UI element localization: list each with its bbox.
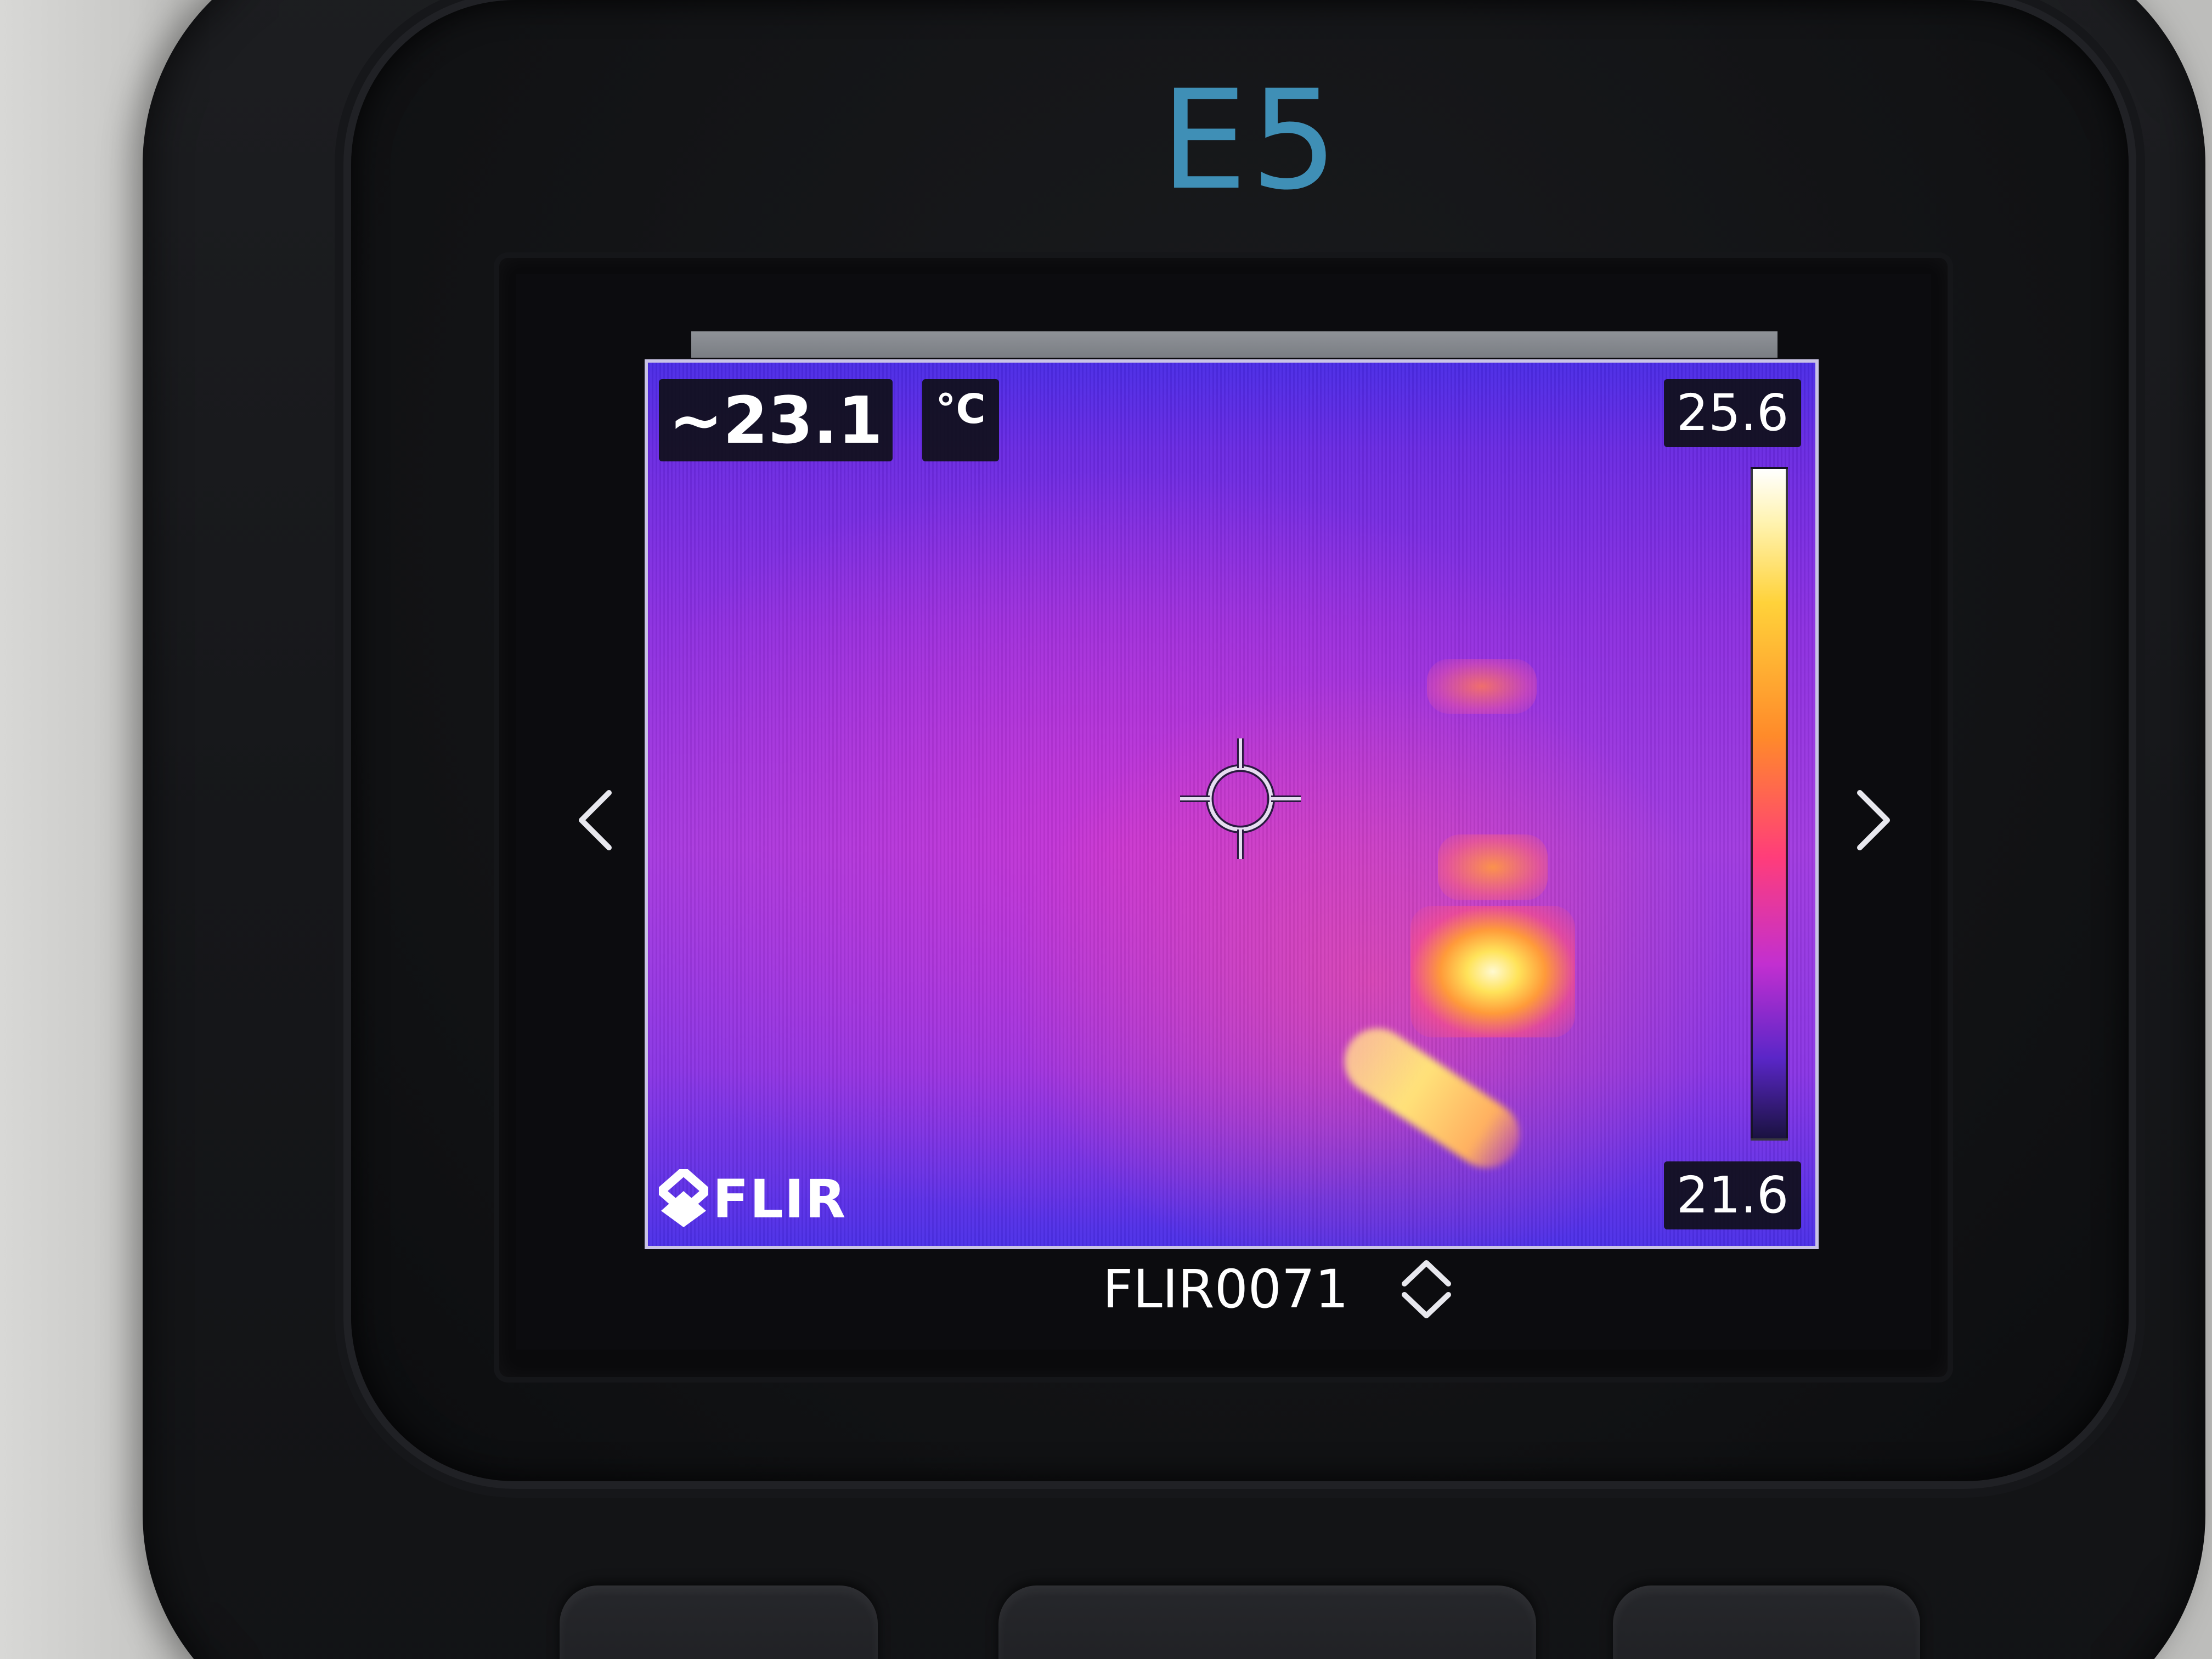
hotspot — [1410, 906, 1575, 1037]
scale-min-value: 21.6 — [1664, 1161, 1801, 1229]
color-scale-bar — [1751, 467, 1788, 1141]
chevron-right-icon[interactable] — [1849, 785, 1898, 856]
spot-temperature-reading: ~23.1 — [659, 379, 893, 461]
flir-logo: FLIR — [659, 1169, 847, 1230]
hotspot — [1438, 834, 1548, 900]
hotspot — [1427, 659, 1537, 714]
temperature-unit: °C — [922, 379, 999, 461]
up-down-chevron-icon[interactable] — [1396, 1256, 1457, 1322]
crosshair-icon — [1180, 738, 1301, 859]
image-filename: FLIR0071 — [1103, 1259, 1349, 1320]
chevron-left-icon[interactable] — [571, 785, 620, 856]
hardware-button-right[interactable] — [1613, 1585, 1920, 1659]
display-top-strip — [691, 331, 1778, 358]
scanlines — [648, 363, 1815, 1246]
thermal-image: ~23.1 °C 25.6 21.6 FLIR — [645, 359, 1819, 1249]
flir-diamond-icon — [659, 1169, 708, 1227]
flir-logo-text: FLIR — [713, 1169, 847, 1230]
scale-max-value: 25.6 — [1664, 379, 1801, 447]
hardware-button-center[interactable] — [998, 1585, 1536, 1659]
hardware-button-left[interactable] — [560, 1585, 878, 1659]
model-label: E5 — [1160, 60, 1341, 220]
